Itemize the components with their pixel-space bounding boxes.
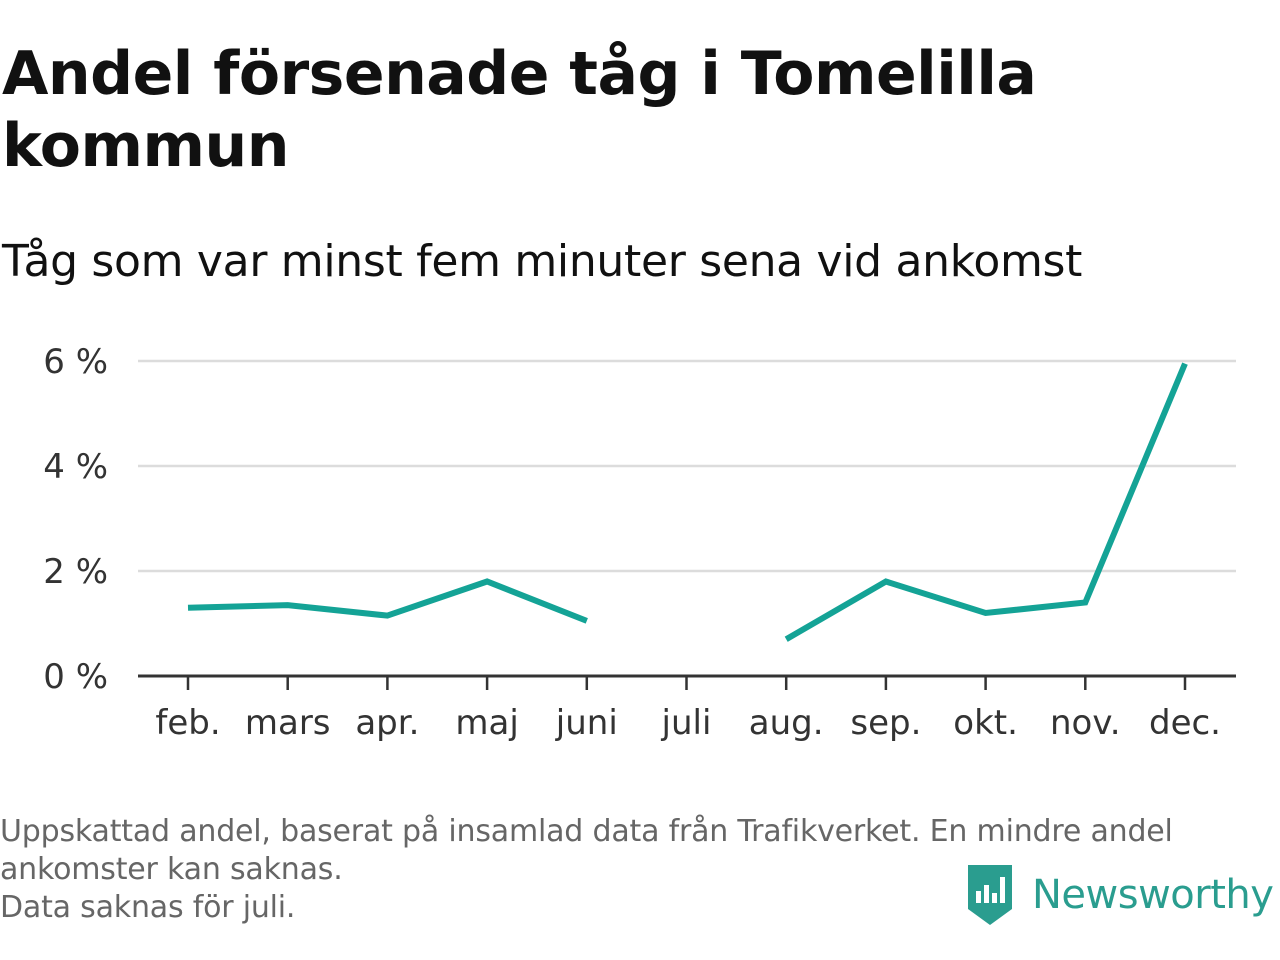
x-axis: feb. mars apr. maj juni juli aug. sep. okt. nov. d…: [138, 674, 1236, 743]
brand-name: Newsworthy: [1032, 872, 1274, 918]
y-tick-label: 2 %: [43, 552, 108, 592]
x-tick-label: juli: [661, 703, 712, 743]
y-tick-label: 0 %: [43, 657, 108, 697]
x-tick-label: okt.: [953, 703, 1018, 743]
chart-title: Andel försenade tåg i Tomelilla kommun: [2, 39, 1037, 181]
x-tick-label: feb.: [155, 703, 220, 743]
series-lines: [187, 362, 1188, 642]
series-line-segment: [187, 578, 588, 624]
footnote-line-3: Data saknas för juli.: [0, 890, 296, 925]
x-tick-label: juni: [555, 703, 618, 743]
series-line-segment: [784, 362, 1188, 642]
y-tick-label: 4 %: [43, 447, 108, 487]
x-tick-label: dec.: [1149, 703, 1221, 743]
x-tick-label: sep.: [850, 703, 921, 743]
line-chart: 0 % 2 % 4 % 6 % feb. mars apr. maj juni juli aug.…: [43, 342, 1236, 743]
footnote: Uppskattad andel, baserat på insamlad da…: [0, 813, 1270, 927]
footnote-line-1: Uppskattad andel, baserat på insamlad da…: [0, 814, 1173, 849]
x-tick-label: maj: [455, 703, 518, 743]
x-tick-label: aug.: [749, 703, 824, 743]
x-tick-label: nov.: [1050, 703, 1121, 743]
y-tick-label: 6 %: [43, 342, 108, 382]
chart-subtitle: Tåg som var minst fem minuter sena vid a…: [2, 236, 1083, 287]
brand-logo: Newsworthy: [964, 862, 1274, 928]
gridlines: [138, 359, 1236, 573]
x-tick-label: mars: [245, 703, 331, 743]
x-tick-label: apr.: [355, 703, 419, 743]
newsworthy-logo-icon: [968, 865, 1012, 925]
footnote-line-2: ankomster kan saknas.: [0, 852, 343, 887]
y-axis-labels: 0 % 2 % 4 % 6 %: [43, 342, 108, 697]
